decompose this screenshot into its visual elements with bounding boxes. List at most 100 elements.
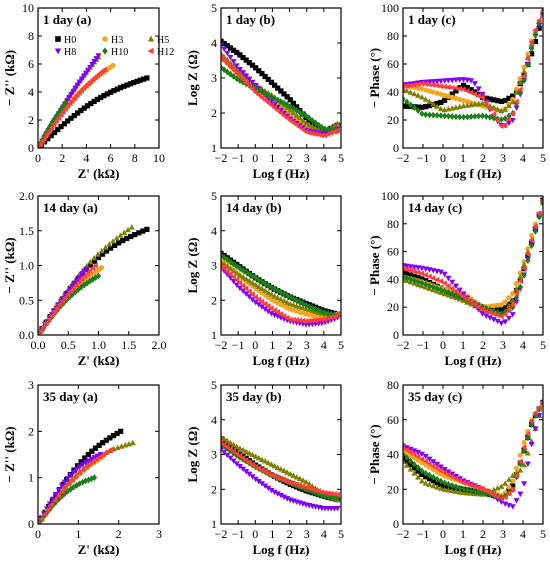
point-H8: [85, 458, 92, 464]
point-H12: [249, 461, 255, 468]
point-H5: [236, 272, 243, 278]
point-H8: [240, 288, 247, 294]
point-H12: [433, 465, 440, 472]
point-H10: [445, 112, 452, 120]
point-H0: [114, 86, 120, 92]
point-H0: [419, 471, 425, 478]
point-H8: [418, 451, 425, 458]
point-H5: [418, 94, 425, 100]
plot-frame: [37, 195, 160, 336]
series-H12: [221, 439, 340, 498]
point-H12: [55, 114, 61, 121]
point-H12: [302, 318, 309, 325]
point-H5: [456, 489, 463, 495]
point-H0: [265, 76, 271, 83]
point-H0: [91, 258, 98, 264]
point-H10: [453, 483, 459, 491]
point-H12: [452, 475, 459, 482]
point-H3: [491, 303, 497, 309]
point-H12: [104, 449, 110, 456]
point-H12: [84, 270, 90, 277]
point-H0: [438, 482, 444, 488]
panel-title: 1 day (a): [43, 12, 91, 27]
y-tick-label: 4: [211, 413, 217, 427]
point-H8: [449, 279, 456, 286]
point-H12: [299, 483, 306, 490]
point-H0: [110, 433, 117, 439]
x-tick-label: 5: [338, 338, 344, 352]
point-H8: [67, 472, 74, 479]
point-H0: [132, 231, 138, 238]
point-H10: [517, 283, 523, 291]
point-H12: [79, 466, 86, 473]
y-tick-label: 1: [211, 517, 217, 531]
point-H12: [86, 461, 93, 468]
point-H8: [88, 456, 95, 463]
point-H8: [475, 86, 482, 92]
point-H12: [45, 506, 51, 513]
point-H5: [121, 229, 128, 236]
point-H0: [423, 104, 429, 110]
y-tick-label: 0.0: [19, 328, 34, 342]
point-H0: [426, 102, 433, 109]
point-H8: [79, 462, 86, 468]
point-H12: [67, 100, 73, 107]
point-H5: [445, 487, 452, 493]
point-H12: [324, 490, 331, 497]
point-H8: [255, 302, 262, 308]
point-H12: [268, 305, 274, 312]
point-H8: [509, 312, 516, 318]
point-H5: [411, 90, 418, 97]
point-H0: [415, 468, 421, 474]
point-H12: [265, 99, 271, 106]
point-H10: [65, 487, 71, 495]
point-H5: [258, 285, 265, 292]
point-H10: [464, 486, 470, 494]
point-H10: [404, 98, 410, 106]
x-tick-label: 4: [321, 151, 327, 165]
point-H8: [224, 452, 231, 459]
point-H5: [303, 478, 310, 485]
series-H3: [38, 62, 116, 148]
point-H5: [230, 441, 237, 448]
point-H10: [93, 274, 99, 282]
point-H12: [233, 276, 240, 283]
point-H0: [438, 99, 444, 106]
point-H0: [111, 88, 117, 94]
point-H3: [521, 440, 527, 446]
point-H8: [532, 426, 539, 432]
y-tick-label: 0: [393, 517, 399, 531]
series-group: [38, 53, 150, 148]
point-H10: [312, 119, 319, 127]
point-H5: [299, 477, 306, 483]
point-H12: [243, 285, 249, 292]
point-H12: [445, 84, 451, 91]
panel-14-day-a: 0.0 0.5 1.0 1.5 2.0 0.0 0.5 1.0 1.5 2.0 14 day (a)…: [2, 189, 167, 368]
series-group: [38, 224, 150, 335]
point-H8: [487, 315, 494, 321]
point-H12: [536, 210, 542, 217]
point-H5: [277, 466, 284, 472]
point-H12: [280, 112, 287, 119]
point-H12: [452, 288, 459, 295]
point-H0: [141, 76, 147, 82]
point-H3: [517, 452, 523, 458]
point-H12: [239, 282, 246, 289]
point-H12: [452, 85, 459, 92]
plot-frame: [220, 7, 342, 149]
point-H8: [236, 66, 243, 73]
point-H10: [426, 282, 433, 290]
point-H10: [468, 487, 474, 495]
x-axis-label: Log f (Hz): [444, 353, 501, 368]
x-tick-label: −1: [232, 338, 245, 352]
point-H10: [57, 107, 63, 115]
series-group: [221, 38, 341, 139]
point-H0: [453, 88, 459, 94]
point-H5: [437, 485, 444, 491]
point-H8: [94, 453, 101, 460]
y-tick-label: 4: [211, 36, 217, 50]
point-H12: [464, 296, 470, 303]
point-H5: [426, 481, 433, 487]
